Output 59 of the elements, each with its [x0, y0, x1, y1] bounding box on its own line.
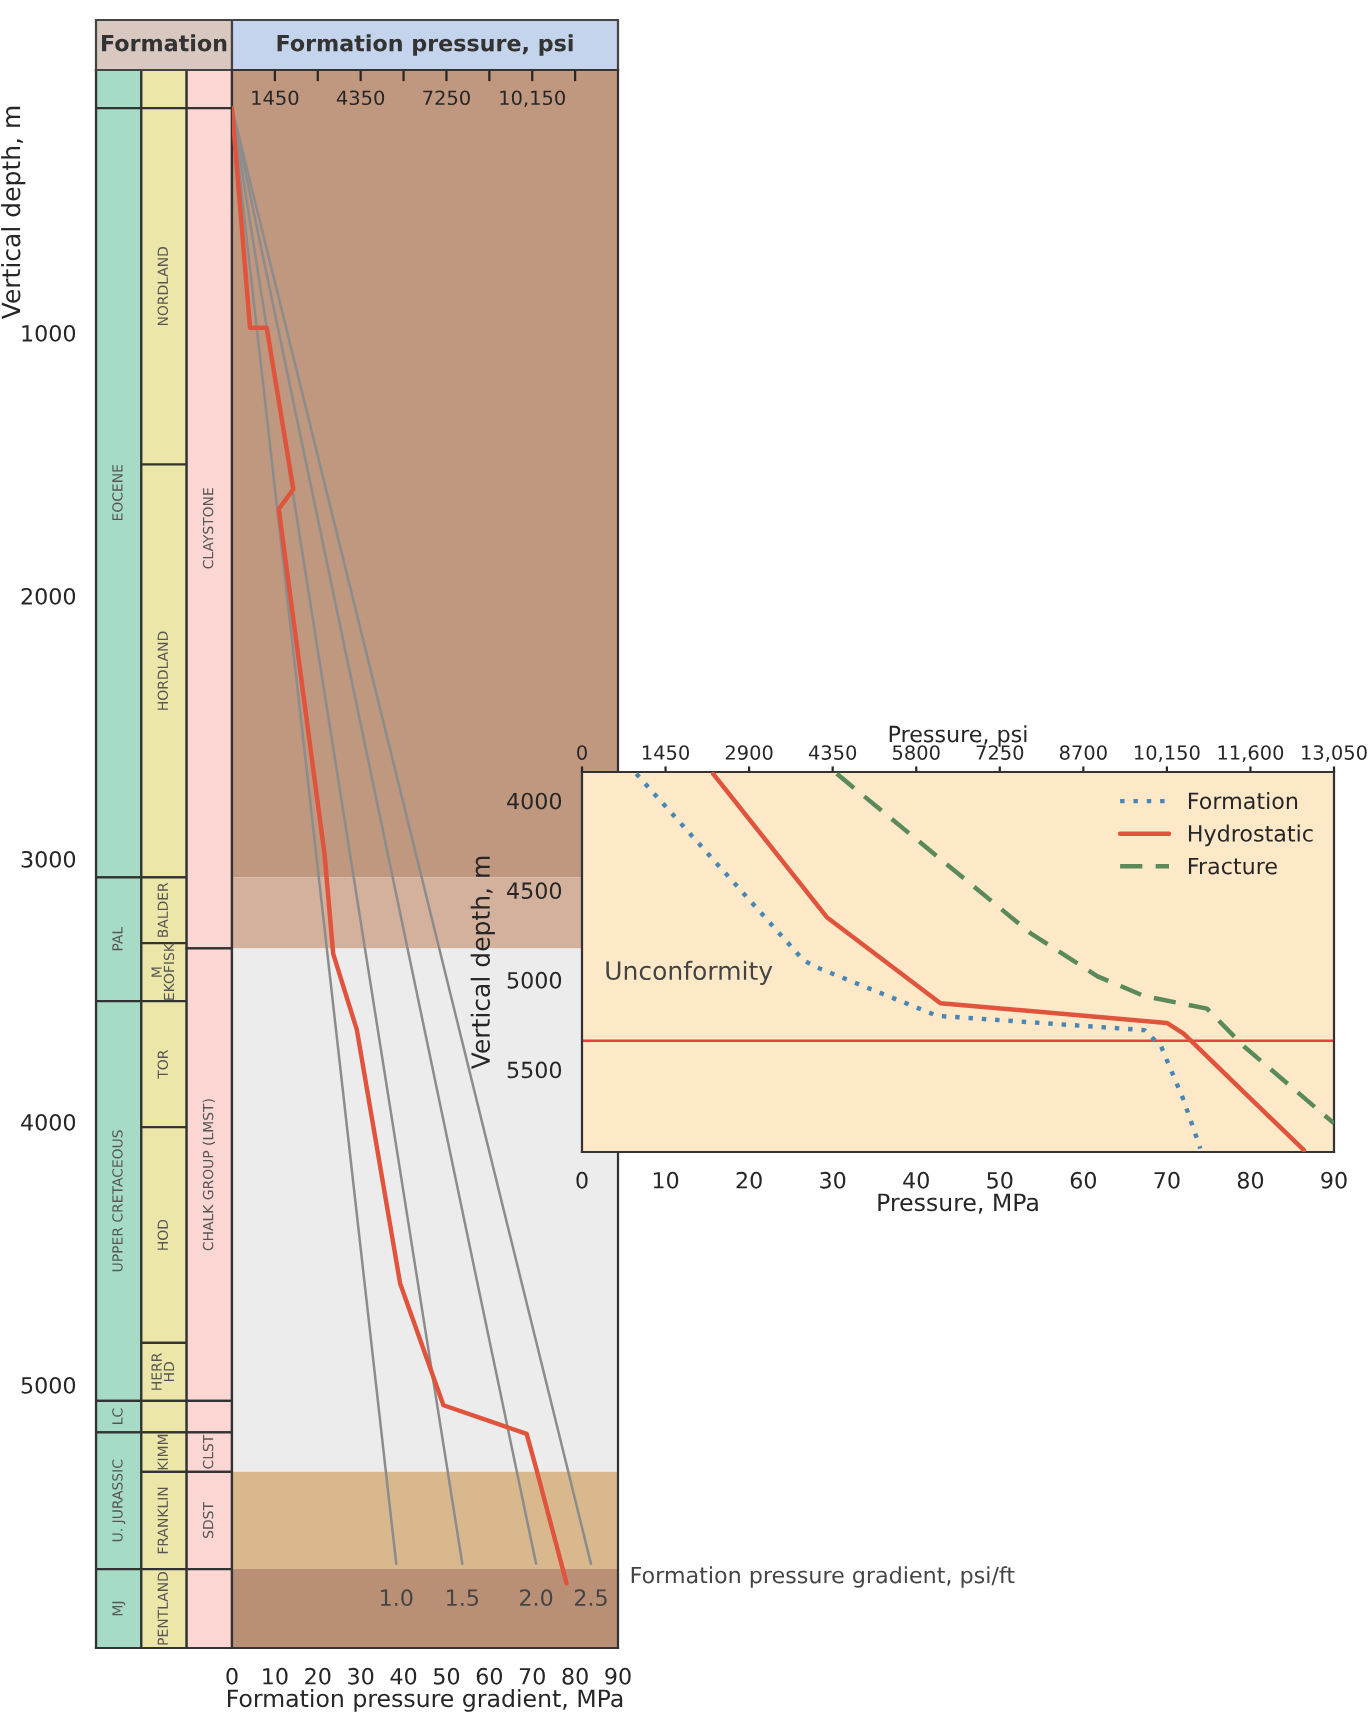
- x-tick-label: 60: [1070, 1171, 1096, 1189]
- series-label: 1.0: [381, 1589, 413, 1607]
- x-tick-label: 40: [903, 1171, 929, 1189]
- x-tick-label: 20: [305, 1667, 331, 1685]
- x-axis-title: Pressure, MPa: [878, 1193, 1038, 1214]
- x2-tick-label: 11,600: [1218, 745, 1284, 762]
- y-tick-label: 2000: [21, 587, 76, 605]
- series-label: 2.5: [574, 1589, 607, 1607]
- x2-tick-label: 2900: [725, 745, 773, 760]
- x-tick-label: 10: [263, 1667, 288, 1685]
- legend-label: Formation: [1188, 792, 1298, 810]
- x2-tick-label: 7250: [976, 745, 1024, 760]
- x2-tick-label: 4350: [336, 90, 385, 106]
- x2-tick-label: 7250: [423, 90, 470, 106]
- x2-tick-label: 4350: [808, 745, 857, 760]
- x2-tick-label: 13,050: [1302, 745, 1367, 762]
- x-tick-label: 70: [519, 1667, 545, 1685]
- x-tick-label: 10: [653, 1171, 679, 1189]
- x2-tick-label: 8700: [1059, 745, 1107, 760]
- x2-tick-label: 1450: [642, 745, 690, 760]
- y-tick-label: 4000: [21, 1113, 76, 1131]
- x-tick-label: 20: [736, 1171, 762, 1189]
- chart-title: Formation: [102, 34, 227, 52]
- legend-label: Hydrostatic: [1188, 824, 1313, 847]
- x-tick-label: 90: [1321, 1171, 1347, 1189]
- y-tick-label: 4000: [507, 792, 562, 810]
- y-axis-title: Vertical depth, m: [470, 856, 495, 1070]
- x-tick-label: 50: [987, 1171, 1013, 1189]
- series-label: 2.0: [520, 1589, 553, 1607]
- chart-title: Formation pressure, psi: [277, 34, 573, 56]
- x-tick-label: 40: [390, 1667, 417, 1685]
- x-tick-label: 50: [434, 1667, 460, 1685]
- x2-tick-label: 5800: [892, 745, 940, 760]
- legend-label: Fracture: [1188, 857, 1277, 875]
- x-tick-label: 0: [226, 1667, 238, 1685]
- y-tick-label: 4500: [507, 882, 562, 900]
- x-tick-label: 80: [562, 1667, 588, 1685]
- y-axis-title: Vertical depth, m: [1, 106, 26, 320]
- y-tick-label: 3000: [21, 850, 76, 868]
- x-tick-label: 60: [476, 1667, 502, 1685]
- x2-tick-label: 10,150: [1135, 745, 1200, 762]
- x2-tick-label: 1450: [252, 90, 299, 106]
- x2-tick-label: 0: [577, 745, 587, 760]
- series-label: 1.5: [447, 1589, 479, 1607]
- text: Formation pressure gradient, psi/ft: [631, 1566, 1015, 1588]
- x-tick-label: 0: [576, 1171, 588, 1189]
- x-tick-label: 80: [1237, 1171, 1264, 1189]
- x2-tick-label: 10,150: [500, 90, 565, 108]
- x-tick-label: 30: [820, 1171, 846, 1189]
- y-tick-label: 5500: [507, 1061, 562, 1079]
- y-tick-label: 5000: [507, 971, 562, 989]
- x-tick-label: 70: [1154, 1171, 1180, 1189]
- x-tick-label: 90: [605, 1667, 631, 1685]
- ref-line-label: Unconformity: [606, 960, 773, 985]
- x-axis-title: Formation pressure gradient, MPa: [228, 1688, 623, 1712]
- x2-axis-title: Pressure, psi: [889, 725, 1027, 747]
- y-tick-label: 5000: [21, 1376, 76, 1394]
- y-tick-label: 1000: [22, 324, 76, 342]
- x-tick-label: 30: [348, 1667, 374, 1685]
